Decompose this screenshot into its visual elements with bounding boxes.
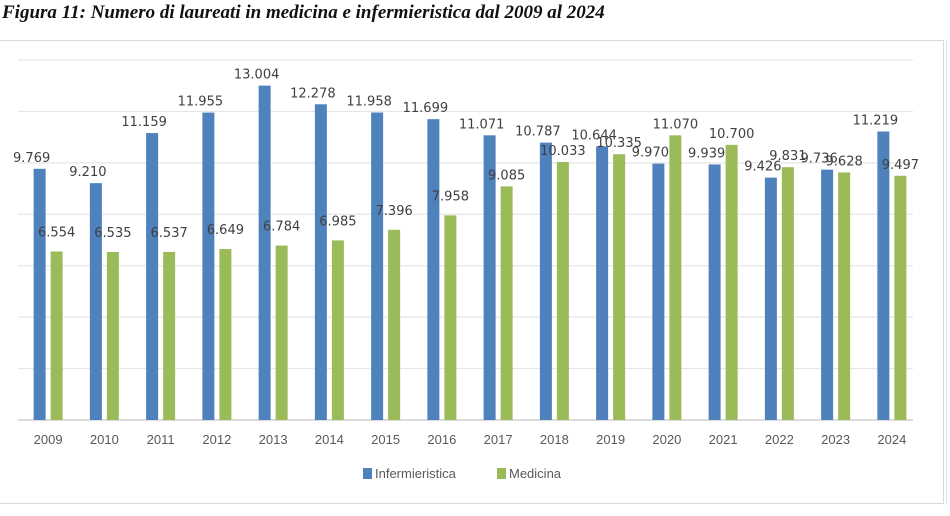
data-label: 9.497 [882, 158, 919, 173]
x-tick-label: 2014 [315, 432, 344, 447]
bar-infermieristica-2020 [652, 163, 665, 420]
x-tick-label: 2020 [652, 432, 681, 447]
data-label: 6.537 [151, 226, 188, 241]
bar-infermieristica-2018 [539, 142, 552, 420]
x-tick-label: 2009 [34, 432, 63, 447]
bars [33, 85, 907, 421]
bar-medicina-2012 [219, 249, 232, 420]
x-tick-label: 2012 [202, 432, 231, 447]
bar-infermieristica-2014 [314, 104, 327, 420]
x-tick-label: 2023 [821, 432, 850, 447]
x-tick-label: 2018 [540, 432, 569, 447]
x-tick-label: 2024 [877, 432, 906, 447]
data-label: 9.939 [688, 146, 725, 161]
bar-infermieristica-2016 [427, 119, 440, 420]
bar-medicina-2016 [444, 215, 457, 420]
bar-infermieristica-2019 [596, 146, 609, 420]
data-label: 9.970 [632, 146, 669, 161]
x-axis-ticks: 2009 2010 2011 2012 2013 2014 2015 2016 2017 2018… [34, 432, 907, 447]
figure-title: Figura 11: Numero di laureati in medicin… [2, 2, 605, 23]
data-label: 11.699 [403, 101, 449, 116]
x-tick-label: 2017 [484, 432, 513, 447]
data-label: 11.159 [121, 115, 167, 130]
data-label: 7.396 [376, 204, 413, 219]
data-label: 11.070 [653, 117, 699, 132]
data-label: 9.210 [69, 165, 106, 180]
bar-infermieristica-2024 [877, 131, 890, 421]
x-tick-label: 2013 [259, 432, 288, 447]
bar-medicina-2023 [838, 172, 851, 420]
bar-medicina-2018 [556, 162, 569, 420]
data-label: 9.426 [744, 160, 781, 175]
bar-infermieristica-2009 [33, 168, 46, 420]
data-label: 9.628 [826, 154, 863, 169]
x-tick-label: 2021 [709, 432, 738, 447]
data-label: 9.736 [801, 152, 838, 167]
bar-infermieristica-2021 [708, 164, 721, 420]
bar-medicina-2020 [669, 135, 682, 421]
data-label: 9.769 [13, 151, 50, 166]
bar-medicina-2013 [275, 245, 288, 420]
bar-infermieristica-2011 [146, 133, 159, 420]
bar-infermieristica-2017 [483, 135, 496, 420]
bar-infermieristica-2015 [371, 112, 384, 420]
bar-medicina-2011 [163, 251, 176, 420]
bar-medicina-2009 [50, 251, 63, 420]
bar-medicina-2021 [725, 144, 738, 420]
data-label: 11.219 [853, 114, 899, 129]
data-label: 13.004 [234, 68, 280, 83]
data-label: 6.985 [319, 214, 356, 229]
data-label: 10.335 [596, 136, 642, 151]
bar-medicina-2014 [331, 240, 344, 420]
bar-infermieristica-2010 [89, 183, 102, 420]
data-label: 9.085 [488, 168, 525, 183]
bar-infermieristica-2022 [764, 177, 777, 420]
x-tick-label: 2011 [147, 432, 175, 447]
x-tick-label: 2019 [596, 432, 625, 447]
data-label: 6.649 [207, 223, 244, 238]
data-label: 10.787 [515, 125, 561, 140]
data-label: 10.700 [709, 127, 755, 142]
x-tick-label: 2016 [427, 432, 456, 447]
data-label: 9.831 [769, 149, 806, 164]
bar-medicina-2022 [781, 167, 794, 420]
data-label: 6.554 [38, 225, 75, 240]
data-label: 6.784 [263, 220, 300, 235]
bar-medicina-2024 [894, 175, 907, 420]
x-tick-label: 2022 [765, 432, 794, 447]
bar-medicina-2017 [500, 186, 513, 420]
legend: Infermieristica Medicina [363, 466, 562, 481]
data-label: 10.033 [540, 144, 586, 159]
x-tick-label: 2015 [371, 432, 400, 447]
bar-medicina-2019 [613, 154, 626, 420]
data-label: 11.955 [178, 95, 224, 110]
x-tick-label: 2010 [90, 432, 119, 447]
data-labels: 9.769 6.554 9.210 6.535 11.159 6.537 11.955 6.6… [13, 68, 919, 241]
bar-medicina-2015 [388, 229, 401, 420]
page-edge-divider [946, 40, 947, 504]
bar-infermieristica-2012 [202, 112, 215, 420]
legend-label: Infermieristica [375, 466, 457, 481]
legend-swatch-infermieristica [363, 468, 372, 479]
bar-medicina-2010 [106, 251, 119, 420]
data-label: 6.535 [94, 226, 131, 241]
data-label: 11.958 [346, 95, 392, 110]
legend-label: Medicina [509, 466, 562, 481]
data-label: 7.958 [432, 189, 469, 204]
bar-infermieristica-2013 [258, 85, 271, 421]
bar-infermieristica-2023 [821, 169, 834, 420]
data-label: 10.644 [571, 128, 617, 143]
data-label: 12.278 [290, 86, 336, 101]
data-label: 11.071 [459, 117, 505, 132]
legend-swatch-medicina [497, 468, 506, 479]
